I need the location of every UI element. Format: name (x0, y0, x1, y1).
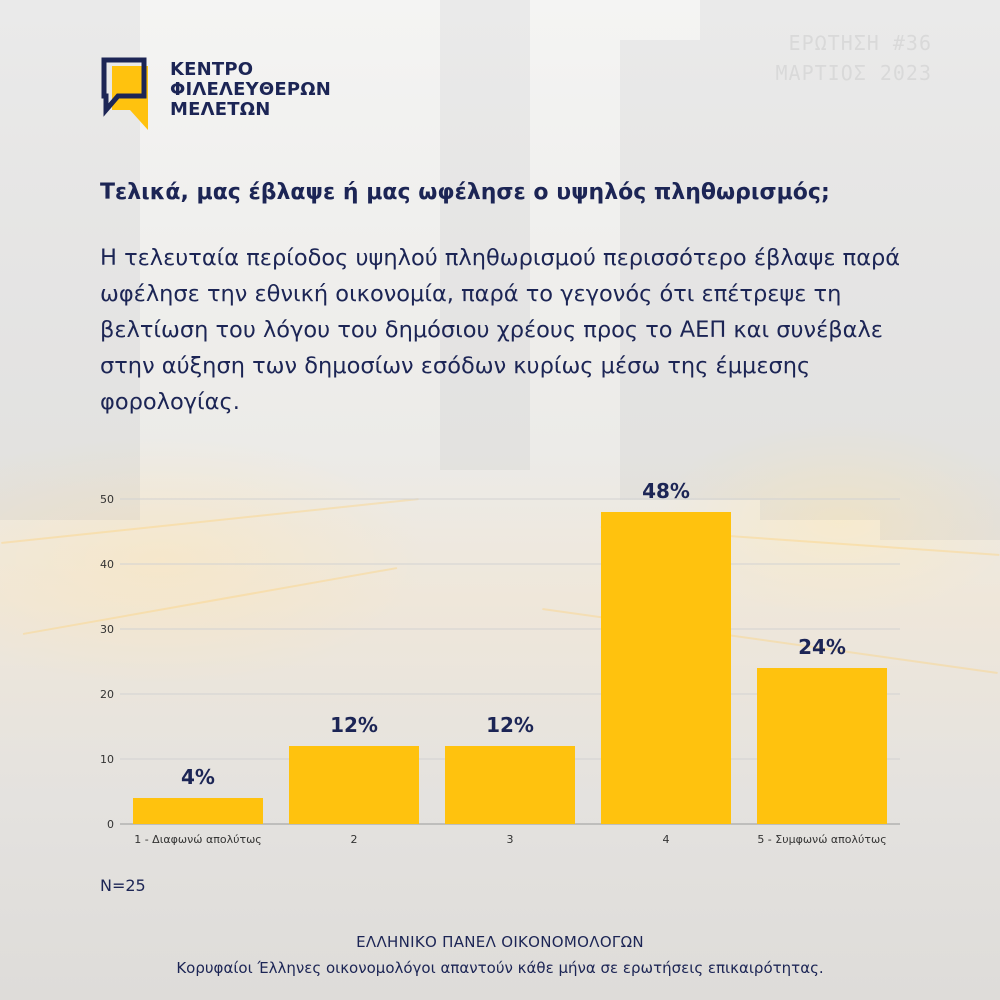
x-tick-label: 3 (507, 833, 514, 846)
y-tick-label: 50 (100, 493, 114, 506)
x-tick-label: 2 (351, 833, 358, 846)
data-label: 12% (330, 713, 378, 737)
data-label: 12% (486, 713, 534, 737)
footer-subtitle: Κορυφαίοι Έλληνες οικονομολόγοι απαντούν… (176, 959, 824, 977)
footer-title: ΕΛΛΗΝΙΚΟ ΠΑΝΕΛ ΟΙΚΟΝΟΜΟΛΟΓΩΝ (356, 933, 644, 951)
data-label: 48% (642, 479, 690, 503)
sample-size: N=25 (100, 876, 146, 895)
bar (445, 746, 575, 824)
issue-date: ΜΑΡΤΙΟΣ 2023 (775, 61, 932, 85)
bar (133, 798, 263, 824)
logo-wordmark: ΚΕΝΤΡΟ ΦΙΛΕΛΕΥΘΕΡΩΝ ΜΕΛΕΤΩΝ (170, 60, 331, 120)
bar (757, 668, 887, 824)
issue-info: ΕΡΩΤΗΣΗ #36 ΜΑΡΤΙΟΣ 2023 (776, 28, 933, 88)
x-tick-label: 4 (663, 833, 670, 846)
x-tick-label: 1 - Διαφωνώ απολύτως (134, 833, 262, 846)
data-label: 24% (798, 635, 846, 659)
bar (289, 746, 419, 824)
issue-number: ΕΡΩΤΗΣΗ #36 (788, 31, 932, 55)
question-heading: Τελικά, μας έβλαψε ή μας ωφέλησε ο υψηλό… (100, 180, 830, 205)
logo-line-2: ΦΙΛΕΛΕΥΘΕΡΩΝ (170, 79, 332, 100)
y-tick-label: 10 (100, 753, 114, 766)
answer-summary: Η τελευταία περίοδος υψηλού πληθωρισμού … (100, 245, 901, 415)
logo-line-3: ΜΕΛΕΤΩΝ (170, 99, 271, 120)
logo-speech-bubble-icon (101, 57, 148, 130)
data-label: 4% (181, 765, 215, 789)
y-tick-label: 20 (100, 688, 114, 701)
logo-line-1: ΚΕΝΤΡΟ (170, 59, 254, 80)
bar (601, 512, 731, 824)
x-tick-label: 5 - Συμφωνώ απολύτως (757, 833, 886, 846)
y-tick-label: 40 (100, 558, 114, 571)
y-tick-label: 0 (107, 818, 114, 831)
y-tick-label: 30 (100, 623, 114, 636)
